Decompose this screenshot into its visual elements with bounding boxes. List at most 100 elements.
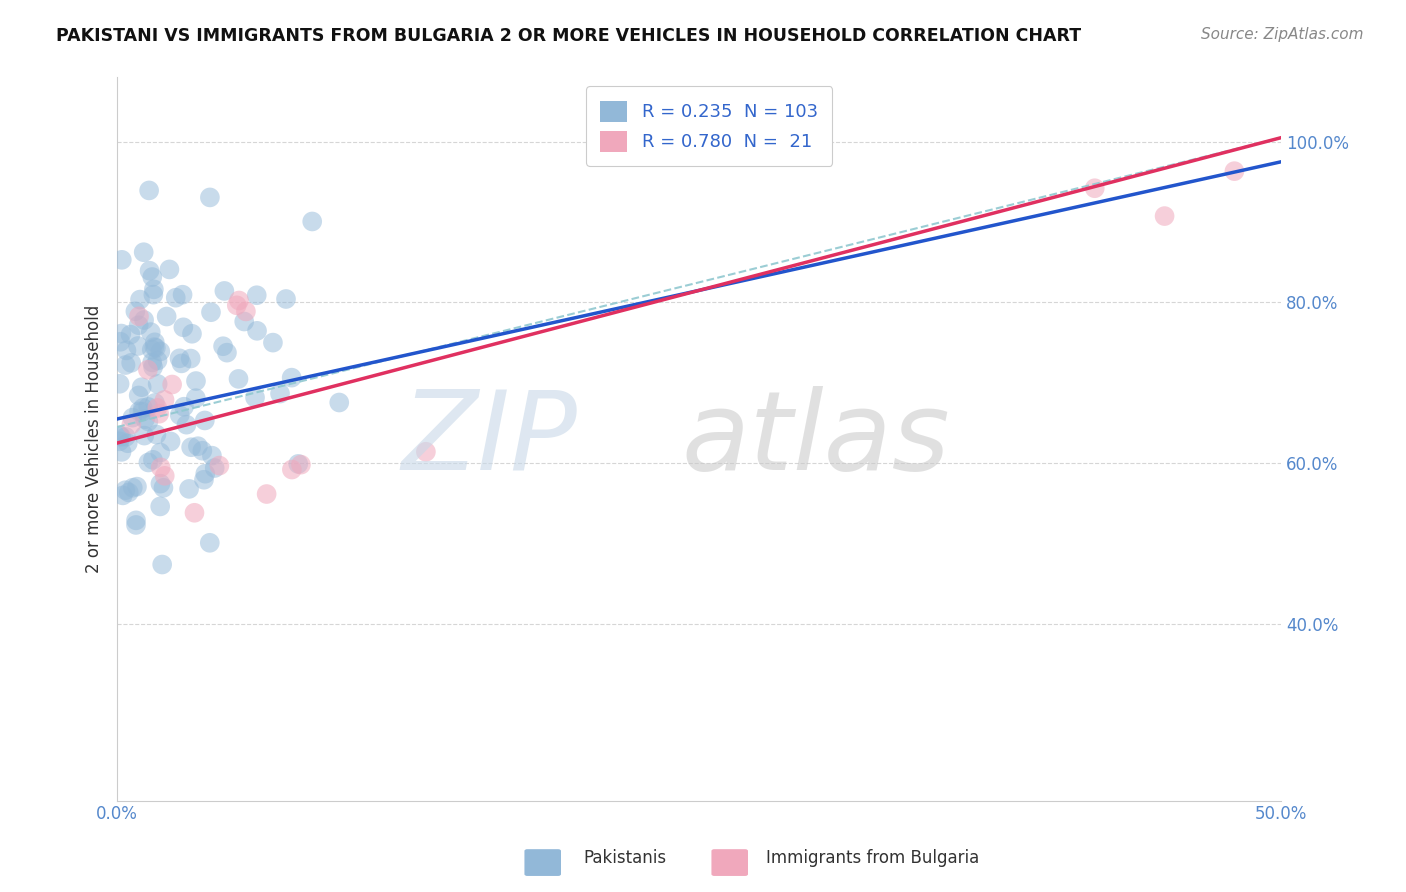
Point (184, 374, 207, 388)
Point (1084, 181, 1107, 195)
Point (142, 287, 165, 301)
Point (142, 282, 165, 296)
Point (136, 400, 159, 414)
Point (108, 434, 131, 449)
Point (169, 351, 191, 366)
Point (132, 313, 155, 327)
Point (165, 291, 187, 305)
Point (181, 326, 204, 341)
Point (132, 245, 155, 260)
Point (132, 401, 155, 415)
Point (262, 335, 284, 350)
Point (148, 407, 170, 421)
Point (146, 376, 169, 391)
Point (246, 324, 269, 338)
Point (256, 487, 278, 501)
Legend: R = 0.235  N = 103, R = 0.780  N =  21: R = 0.235 N = 103, R = 0.780 N = 21 (586, 87, 832, 166)
Point (159, 434, 181, 449)
Point (274, 292, 297, 306)
Point (160, 377, 183, 392)
Point (120, 417, 142, 432)
Point (191, 443, 214, 458)
Point (215, 345, 238, 359)
Point (128, 318, 150, 333)
Point (1153, 209, 1175, 223)
Point (243, 391, 266, 405)
Text: ZIP: ZIP (401, 385, 576, 492)
Point (328, 395, 350, 409)
Point (180, 440, 202, 454)
Point (114, 430, 136, 444)
Point (115, 343, 138, 358)
Point (110, 334, 132, 349)
Point (173, 400, 195, 414)
Point (143, 396, 166, 410)
Point (110, 430, 132, 444)
Point (117, 436, 139, 450)
Point (159, 262, 181, 277)
Point (138, 415, 160, 429)
Point (110, 326, 132, 341)
Point (120, 327, 142, 342)
Point (208, 458, 231, 473)
Point (121, 481, 143, 495)
Point (142, 360, 165, 375)
Point (138, 263, 160, 277)
Point (108, 376, 131, 391)
Point (198, 536, 221, 550)
Point (128, 310, 150, 324)
Point (118, 485, 141, 500)
Point (120, 356, 142, 370)
Text: Pakistanis: Pakistanis (583, 849, 666, 867)
Point (176, 417, 198, 432)
Point (146, 353, 169, 368)
Point (131, 380, 153, 394)
Text: atlas: atlas (681, 385, 950, 492)
Point (141, 355, 163, 369)
Point (134, 412, 156, 426)
Point (131, 404, 153, 418)
Point (233, 314, 256, 328)
Point (129, 293, 152, 307)
Point (138, 183, 160, 197)
Point (228, 372, 250, 386)
Point (127, 339, 149, 353)
Point (108, 428, 131, 442)
Point (180, 351, 202, 366)
Point (172, 320, 194, 334)
Point (172, 287, 194, 301)
Point (170, 356, 193, 370)
Point (415, 444, 437, 458)
Point (156, 310, 179, 324)
Point (287, 457, 309, 471)
Point (128, 404, 150, 418)
Point (301, 214, 323, 228)
Point (125, 480, 148, 494)
Point (111, 252, 134, 267)
Point (193, 473, 215, 487)
Text: Source: ZipAtlas.com: Source: ZipAtlas.com (1201, 27, 1364, 42)
Point (153, 468, 176, 483)
Point (290, 458, 312, 472)
Point (149, 500, 172, 514)
Point (198, 190, 221, 204)
Point (114, 358, 136, 372)
Point (124, 304, 146, 318)
Point (149, 476, 172, 491)
Point (177, 482, 200, 496)
Point (200, 305, 222, 319)
Point (183, 506, 205, 520)
Point (143, 335, 166, 350)
Point (114, 483, 136, 498)
Point (194, 413, 217, 427)
Point (139, 325, 162, 339)
Point (1223, 164, 1246, 178)
Point (280, 370, 302, 384)
Point (125, 517, 148, 532)
Point (141, 270, 163, 285)
Text: PAKISTANI VS IMMIGRANTS FROM BULGARIA 2 OR MORE VEHICLES IN HOUSEHOLD CORRELATIO: PAKISTANI VS IMMIGRANTS FROM BULGARIA 2 … (56, 27, 1081, 45)
Point (225, 298, 247, 312)
Point (146, 401, 169, 415)
Point (128, 388, 150, 402)
Text: Immigrants from Bulgaria: Immigrants from Bulgaria (766, 849, 980, 867)
